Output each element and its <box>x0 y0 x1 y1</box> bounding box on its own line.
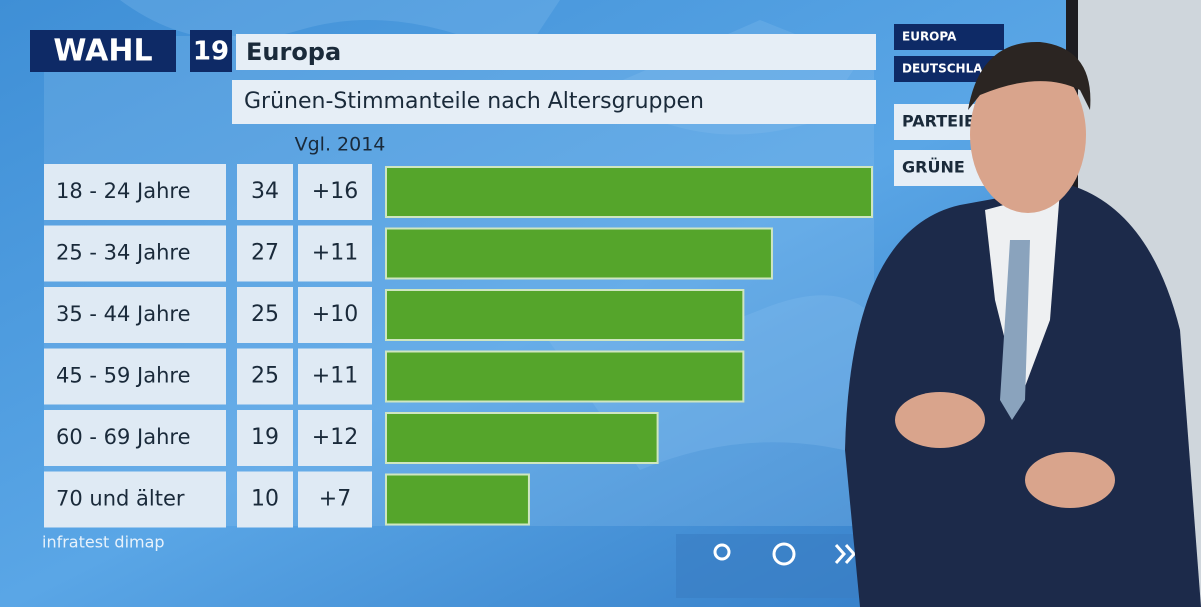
change-box <box>298 287 372 343</box>
chart: 18 - 24 Jahre 34 +16 25 - 34 Jahre 27 +11 35 -… <box>44 164 873 528</box>
value-box <box>237 287 293 343</box>
title-box <box>236 34 876 70</box>
bar <box>385 289 745 341</box>
value-box <box>237 164 293 220</box>
value-label: 25 <box>251 302 279 327</box>
change-box <box>298 348 372 405</box>
label-box <box>44 410 226 466</box>
record-icon[interactable] <box>772 542 796 566</box>
value-label: 19 <box>251 425 279 450</box>
value-box <box>237 471 293 528</box>
logo-box <box>190 30 232 72</box>
change-label: +16 <box>312 179 358 204</box>
search-icon[interactable] <box>713 543 731 561</box>
menu-label: EUROPA <box>902 30 957 44</box>
value-box <box>237 348 293 405</box>
category-label: 25 - 34 Jahre <box>56 241 191 265</box>
subtitle-box <box>232 80 876 124</box>
category-label: 45 - 59 Jahre <box>56 364 191 388</box>
category-label: 70 und älter <box>56 487 185 511</box>
category-label: 35 - 44 Jahre <box>56 302 191 326</box>
label-box <box>44 287 226 343</box>
category-label: 60 - 69 Jahre <box>56 425 191 449</box>
change-header: Vgl. 2014 <box>295 134 386 156</box>
bar <box>385 350 745 403</box>
label-box <box>44 471 226 528</box>
chart-subtitle: Grünen-Stimmanteile nach Altersgruppen <box>244 89 704 114</box>
presenter <box>845 41 1201 607</box>
chart-title: Europa <box>246 38 341 66</box>
change-label: +11 <box>312 364 358 389</box>
value-box <box>237 225 293 282</box>
bar <box>385 473 530 526</box>
change-box <box>298 164 372 220</box>
value-box <box>237 410 293 466</box>
change-label: +11 <box>312 241 358 266</box>
value-label: 27 <box>251 241 279 266</box>
logo-box <box>30 30 176 72</box>
bar <box>385 412 659 464</box>
label-box <box>44 225 226 282</box>
change-box <box>298 225 372 282</box>
label-box <box>44 164 226 220</box>
logo-word: WAHL <box>53 34 152 69</box>
change-box <box>298 471 372 528</box>
label-box <box>44 348 226 405</box>
value-label: 25 <box>251 364 279 389</box>
bar <box>385 166 873 218</box>
forward-icon[interactable] <box>834 544 857 564</box>
logo-number: 19 <box>193 37 229 67</box>
menu-label: DEUTSCHLA <box>902 62 983 76</box>
change-label: +10 <box>312 302 358 327</box>
change-label: +7 <box>319 487 351 512</box>
change-label: +12 <box>312 425 358 450</box>
menu-label: PARTEIE <box>902 112 975 131</box>
value-label: 10 <box>251 487 279 512</box>
bar <box>385 227 773 280</box>
source: infratest dimap <box>42 533 165 552</box>
change-box <box>298 410 372 466</box>
value-label: 34 <box>251 179 279 204</box>
menu-item[interactable] <box>894 24 1004 50</box>
menu-label: GRÜNE <box>902 158 965 177</box>
category-label: 18 - 24 Jahre <box>56 179 191 203</box>
